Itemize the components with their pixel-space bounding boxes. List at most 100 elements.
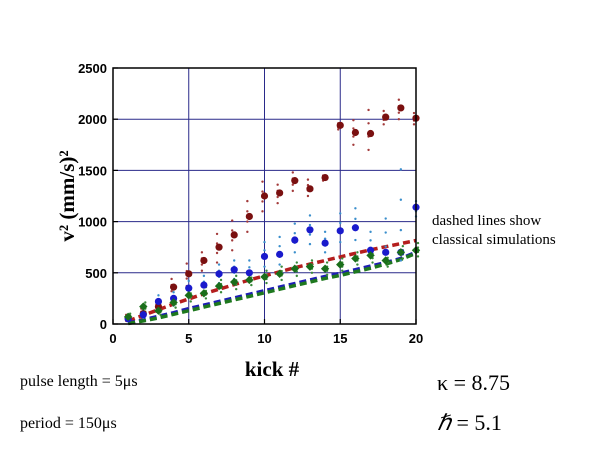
spread-dot [278,263,281,266]
spread-dot [367,122,370,125]
data-point [154,306,163,315]
spread-dot [323,230,327,234]
spread-dot [280,278,283,282]
data-point [320,264,330,273]
spread-dot [386,265,389,268]
spread-dot [219,291,223,294]
spread-dot [384,217,387,220]
spread-dot [265,281,268,285]
annotation-line-2: classical simulations [432,232,556,248]
y-tick-label: 2000 [78,112,107,127]
spread-dot [339,240,342,244]
spread-dot [233,259,236,262]
spread-dot [276,201,279,205]
data-point [260,252,269,261]
spread-dot [367,148,370,152]
spread-dot [200,251,204,254]
spread-dot [246,199,249,203]
spread-dot [231,219,234,222]
spread-dot [356,263,359,266]
data-point [290,264,299,273]
data-point [351,254,360,263]
spread-dot [215,232,219,236]
spread-dot [174,306,177,309]
spread-dot [397,98,401,101]
spread-dot [235,274,238,278]
data-point [396,248,406,257]
spread-dot [399,228,403,232]
spread-dot [246,230,249,234]
kappa-text: κ = 8.75 [437,370,510,395]
data-point [170,283,178,291]
spread-dot [189,300,192,303]
data-point [260,272,269,282]
spread-dot [235,287,238,291]
spread-dot [382,109,385,113]
spread-dot [291,189,294,193]
spread-dot [310,271,314,274]
classical-lines [127,238,417,326]
spread-dot [215,251,219,255]
x-tick-label: 0 [109,331,116,346]
spread-dot [263,265,266,268]
spread-dot [261,190,264,193]
data-point [306,185,314,193]
data-point [305,262,315,271]
spread-dot [278,235,281,239]
data-point [397,104,405,112]
spread-dot [200,269,204,272]
data-point [245,212,253,221]
data-point [306,226,314,234]
spread-dot [352,119,355,122]
spread-dot [248,259,251,262]
spread-dot [369,230,372,234]
spread-dot [217,263,221,266]
spread-dot [172,291,175,294]
data-point [169,298,178,307]
spread-dot [306,194,310,198]
spread-dot [397,118,401,121]
data-points [123,104,421,323]
data-point [230,231,238,239]
spread-dot [291,171,294,174]
spread-dot [367,108,370,112]
spread-dot [354,207,357,210]
spread-dot [144,301,147,304]
spread-dot [170,290,173,293]
x-axis-label: kick # [245,357,300,381]
spread-dot [382,123,385,126]
data-point [351,128,359,137]
data-point [139,311,147,319]
spread-dot [401,244,405,248]
data-point [154,297,163,306]
spread-dot [185,277,188,280]
spread-dot [291,183,294,186]
spread-dot [325,273,329,277]
spread-dot [261,200,264,203]
pulse-length-text: pulse length = 5μs [20,373,138,390]
spread-dot [323,251,327,254]
data-point [260,192,269,200]
data-point [336,260,345,269]
spread-dot [263,249,266,252]
data-point [123,312,133,322]
spread-dot [399,198,403,201]
spread-dot [308,242,312,246]
data-point [215,243,223,251]
spread-dot [204,297,208,300]
x-ticks: 0 5 10 15 20 [109,319,423,346]
spread-dot [341,257,344,260]
y-tick-label: 0 [100,317,107,332]
spread-dot [295,261,298,264]
hbar-text: ℏ = 5.1 [437,410,502,436]
data-point [245,275,254,285]
data-point [366,246,375,254]
data-point [382,248,390,256]
data-point [276,189,284,197]
spread-dot [187,279,190,283]
spread-dot [246,210,249,213]
data-point [336,227,344,235]
spread-dot [416,241,420,245]
spread-dot [399,259,403,262]
